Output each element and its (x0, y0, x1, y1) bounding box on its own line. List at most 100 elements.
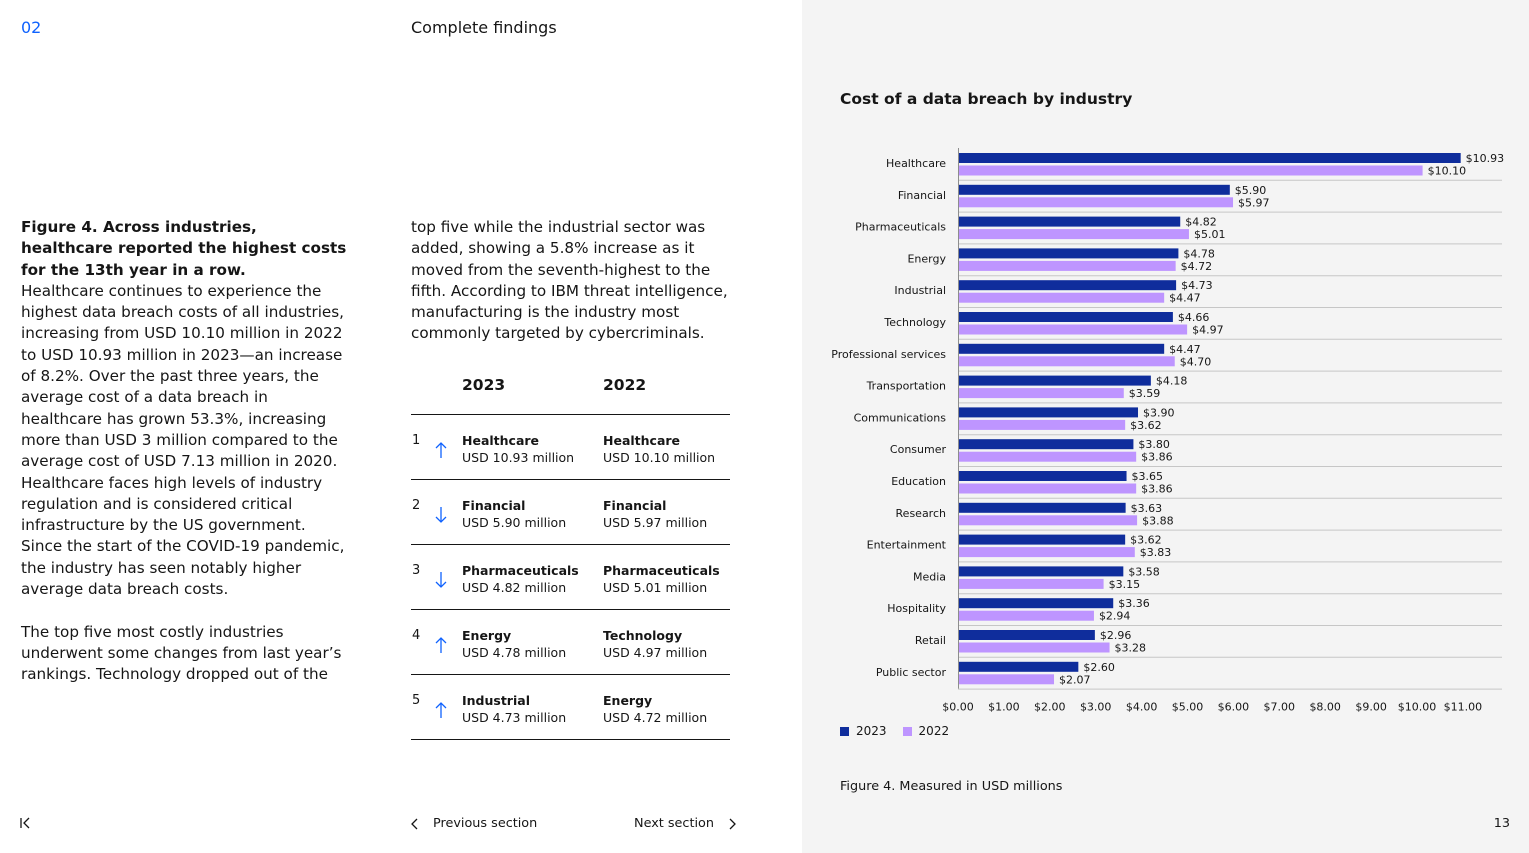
next-section-link[interactable]: Next section (634, 816, 736, 831)
industry-name-2022: Healthcare (603, 433, 681, 448)
bar-2023 (959, 343, 1165, 354)
data-label-2023: $5.90 (1235, 184, 1267, 197)
chevron-right-icon (729, 818, 736, 829)
category-label: Consumer (890, 443, 947, 456)
cost-value-2023: USD 5.90 million (462, 514, 567, 530)
data-label-2023: $2.60 (1083, 661, 1115, 674)
legend-swatch-2023 (840, 726, 849, 736)
right-page: Cost of a data breach by industry Health… (802, 0, 1529, 853)
bar-2022 (959, 388, 1124, 399)
body-paragraph-2: The top five most costly industries unde… (21, 622, 342, 684)
industry-name-2023: Financial (462, 498, 526, 513)
rank-number: 5 (412, 693, 421, 708)
industry-name-2022: Financial (603, 498, 667, 513)
ranking-row: 5 Industrial USD 4.73 million Energy USD 4.7… (411, 675, 730, 740)
bar-2023 (959, 153, 1461, 163)
ranking-table: 2023 2022 1 Healthcare USD 10.93 million He… (411, 374, 730, 740)
cell-2022: Technology USD 4.97 million (603, 628, 707, 661)
bar-2023 (959, 216, 1181, 227)
cell-2023: Energy USD 4.78 million (462, 628, 566, 661)
category-label: Entertainment (867, 539, 947, 552)
page-number: 13 (1493, 816, 1510, 831)
arrow-down-icon (435, 572, 447, 588)
data-label-2022: $3.15 (1109, 578, 1141, 591)
cost-value-2022: USD 5.01 million (603, 579, 708, 595)
industry-name-2022: Energy (603, 693, 653, 708)
category-label: Education (891, 475, 946, 488)
cell-2023: Pharmaceuticals USD 4.82 million (462, 563, 579, 596)
data-label-2023: $4.82 (1185, 216, 1217, 229)
x-tick-label: $9.00 (1355, 701, 1387, 714)
category-label: Financial (898, 189, 946, 202)
bar-2023 (959, 502, 1126, 513)
x-tick-label: $4.00 (1126, 701, 1158, 714)
cost-value-2023: USD 4.78 million (462, 644, 567, 660)
figure-heading: Figure 4. Across industries, healthcare … (21, 218, 347, 279)
category-label: Research (896, 507, 946, 520)
cell-2022: Healthcare USD 10.10 million (603, 433, 715, 466)
arrow-up-icon (435, 702, 447, 718)
bar-2022 (959, 642, 1110, 653)
bar-2022 (959, 515, 1138, 526)
ranking-table-header: 2023 2022 (411, 374, 730, 415)
rank-number: 1 (412, 433, 421, 448)
data-label-2022: $4.97 (1192, 324, 1224, 337)
legend-swatch-2022 (902, 726, 912, 736)
industry-name-2022: Technology (603, 628, 683, 643)
bar-2022 (959, 356, 1175, 367)
data-label-2022: $3.59 (1129, 387, 1161, 400)
cell-2022: Pharmaceuticals USD 5.01 million (603, 563, 720, 596)
data-label-2022: $5.01 (1194, 228, 1226, 241)
previous-section-link[interactable]: Previous section (411, 816, 537, 831)
next-section-label: Next section (634, 816, 714, 831)
x-tick-label: $2.00 (1034, 701, 1066, 714)
category-label: Industrial (894, 284, 946, 297)
ranking-row: 2 Financial USD 5.90 million Financial USD 5… (411, 480, 730, 545)
x-tick-label: $1.00 (988, 701, 1020, 714)
data-label-2022: $2.94 (1099, 610, 1131, 623)
category-label: Media (913, 570, 946, 583)
data-label-2022: $3.28 (1115, 642, 1147, 655)
bar-2023 (959, 471, 1127, 481)
category-label: Professional services (831, 348, 946, 361)
data-label-2023: $4.78 (1183, 247, 1215, 260)
industry-name-2023: Industrial (462, 693, 530, 708)
data-label-2023: $4.73 (1181, 279, 1213, 292)
x-tick-label: $7.00 (1264, 701, 1296, 714)
first-page-button[interactable] (18, 815, 32, 831)
bar-2022 (959, 165, 1423, 176)
category-label: Pharmaceuticals (855, 221, 946, 234)
data-label-2023: $2.96 (1100, 629, 1132, 642)
body-column-right: top five while the industrial sector was… (411, 217, 731, 345)
data-label-2022: $4.47 (1169, 292, 1201, 305)
cost-value-2023: USD 4.73 million (462, 709, 567, 725)
legend-label-2023: 2023 (856, 724, 887, 738)
data-label-2022: $3.83 (1140, 546, 1172, 559)
industry-name-2023: Healthcare (462, 433, 540, 448)
data-label-2023: $4.47 (1169, 343, 1201, 356)
bar-2022 (959, 674, 1055, 685)
cost-value-2022: USD 5.97 million (603, 514, 708, 530)
bar-2023 (959, 598, 1114, 609)
data-label-2022: $5.97 (1238, 196, 1270, 209)
arrow-up-icon (435, 442, 447, 458)
ranking-row: 1 Healthcare USD 10.93 million Healthcare US… (411, 415, 730, 480)
x-tick-label: $5.00 (1172, 701, 1204, 714)
industry-name-2023: Pharmaceuticals (462, 563, 579, 578)
arrow-down-icon (435, 507, 447, 523)
legend-label-2022: 2022 (918, 724, 950, 738)
x-tick-label: $11.00 (1444, 701, 1483, 714)
bar-2022 (959, 197, 1234, 208)
bar-2023 (959, 661, 1079, 672)
header-2022: 2022 (603, 376, 647, 394)
data-label-2022: $4.70 (1180, 355, 1212, 368)
category-label: Public sector (876, 666, 947, 679)
category-label: Technology (883, 316, 946, 329)
header-2023: 2023 (462, 376, 506, 394)
data-label-2023: $3.62 (1130, 534, 1162, 547)
data-label-2023: $3.63 (1131, 502, 1163, 515)
ranking-row: 3 Pharmaceuticals USD 4.82 million Pharmace… (411, 545, 730, 610)
bar-2022 (959, 324, 1188, 335)
data-label-2022: $10.10 (1428, 165, 1467, 178)
bar-2023 (959, 280, 1177, 291)
